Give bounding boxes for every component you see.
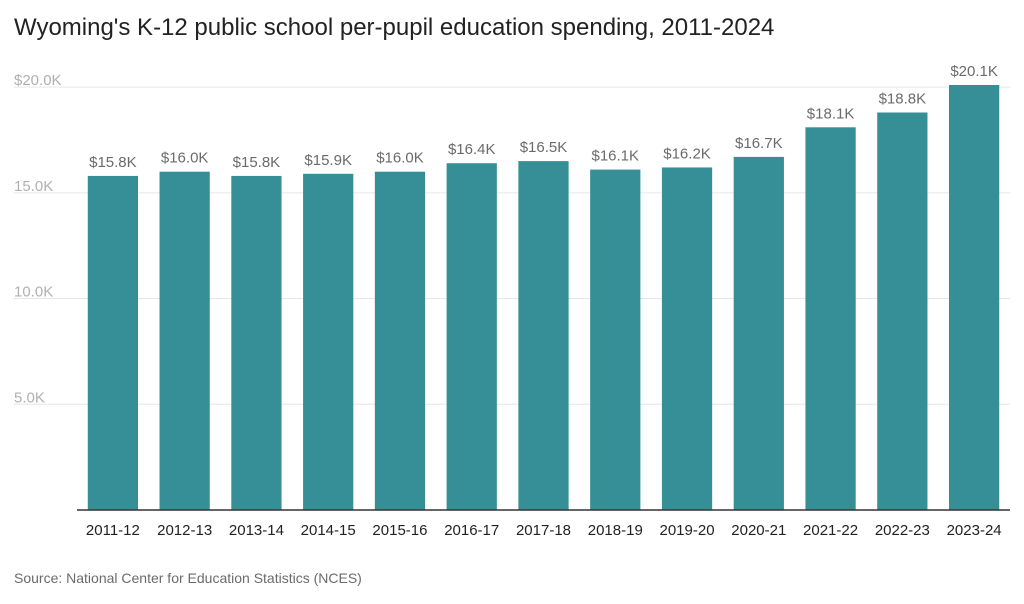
bar bbox=[518, 161, 569, 511]
y-tick-label: $20.0K bbox=[14, 72, 62, 89]
bar bbox=[87, 175, 139, 510]
data-label: $18.1K bbox=[807, 105, 855, 122]
x-tick-label: 2016-17 bbox=[444, 522, 499, 539]
x-tick-label: 2012-13 bbox=[157, 522, 212, 539]
data-label: $16.4K bbox=[448, 141, 496, 158]
data-label: $15.9K bbox=[304, 152, 352, 169]
source-note: Source: National Center for Education St… bbox=[14, 570, 362, 586]
x-tick-label: 2013-14 bbox=[229, 522, 284, 539]
x-tick-label: 2023-24 bbox=[947, 522, 1002, 539]
data-label: $16.1K bbox=[591, 148, 639, 165]
bar bbox=[303, 173, 354, 510]
bars bbox=[87, 85, 1000, 511]
x-tick-label: 2015-16 bbox=[372, 522, 427, 539]
data-label: $20.1K bbox=[950, 63, 998, 80]
data-label: $15.8K bbox=[89, 154, 137, 171]
y-tick-label: 15.0K bbox=[14, 178, 53, 195]
x-tick-label: 2018-19 bbox=[588, 522, 643, 539]
x-tick-label: 2017-18 bbox=[516, 522, 571, 539]
x-tick-label: 2011-12 bbox=[86, 522, 140, 539]
x-tick-label: 2014-15 bbox=[301, 522, 356, 539]
bar bbox=[733, 156, 784, 510]
data-label: $15.8K bbox=[233, 154, 281, 171]
bar bbox=[805, 127, 856, 510]
bar bbox=[374, 171, 426, 511]
data-label: $16.2K bbox=[663, 145, 711, 162]
x-tick-label: 2021-22 bbox=[803, 522, 858, 539]
x-tick-label: 2022-23 bbox=[875, 522, 930, 539]
x-tick-label: 2019-20 bbox=[660, 522, 715, 539]
y-tick-label: 10.0K bbox=[14, 284, 53, 301]
data-label: $16.7K bbox=[735, 135, 783, 152]
data-label: $16.5K bbox=[520, 139, 568, 156]
bar bbox=[159, 171, 210, 511]
data-label: $18.8K bbox=[879, 90, 927, 107]
y-tick-label: 5.0K bbox=[14, 389, 45, 406]
x-tick-label: 2020-21 bbox=[731, 522, 786, 539]
bar bbox=[948, 85, 1000, 510]
x-axis-ticks: 2011-12 2012-13 2013-14 2014-15 2015-16 2016-… bbox=[86, 522, 1002, 539]
data-label: $16.0K bbox=[376, 150, 424, 167]
bar bbox=[877, 112, 928, 511]
y-axis-ticks: 5.0K 10.0K 15.0K $20.0K bbox=[14, 72, 62, 406]
bar bbox=[231, 175, 282, 510]
data-labels: $15.8K $16.0K $15.8K $15.9K $16.0K $16.4K $16.… bbox=[89, 63, 998, 171]
bar bbox=[446, 163, 497, 510]
bar bbox=[590, 169, 641, 510]
bar bbox=[661, 167, 713, 510]
chart-title: Wyoming's K-12 public school per-pupil e… bbox=[14, 14, 775, 41]
data-label: $16.0K bbox=[161, 150, 209, 167]
